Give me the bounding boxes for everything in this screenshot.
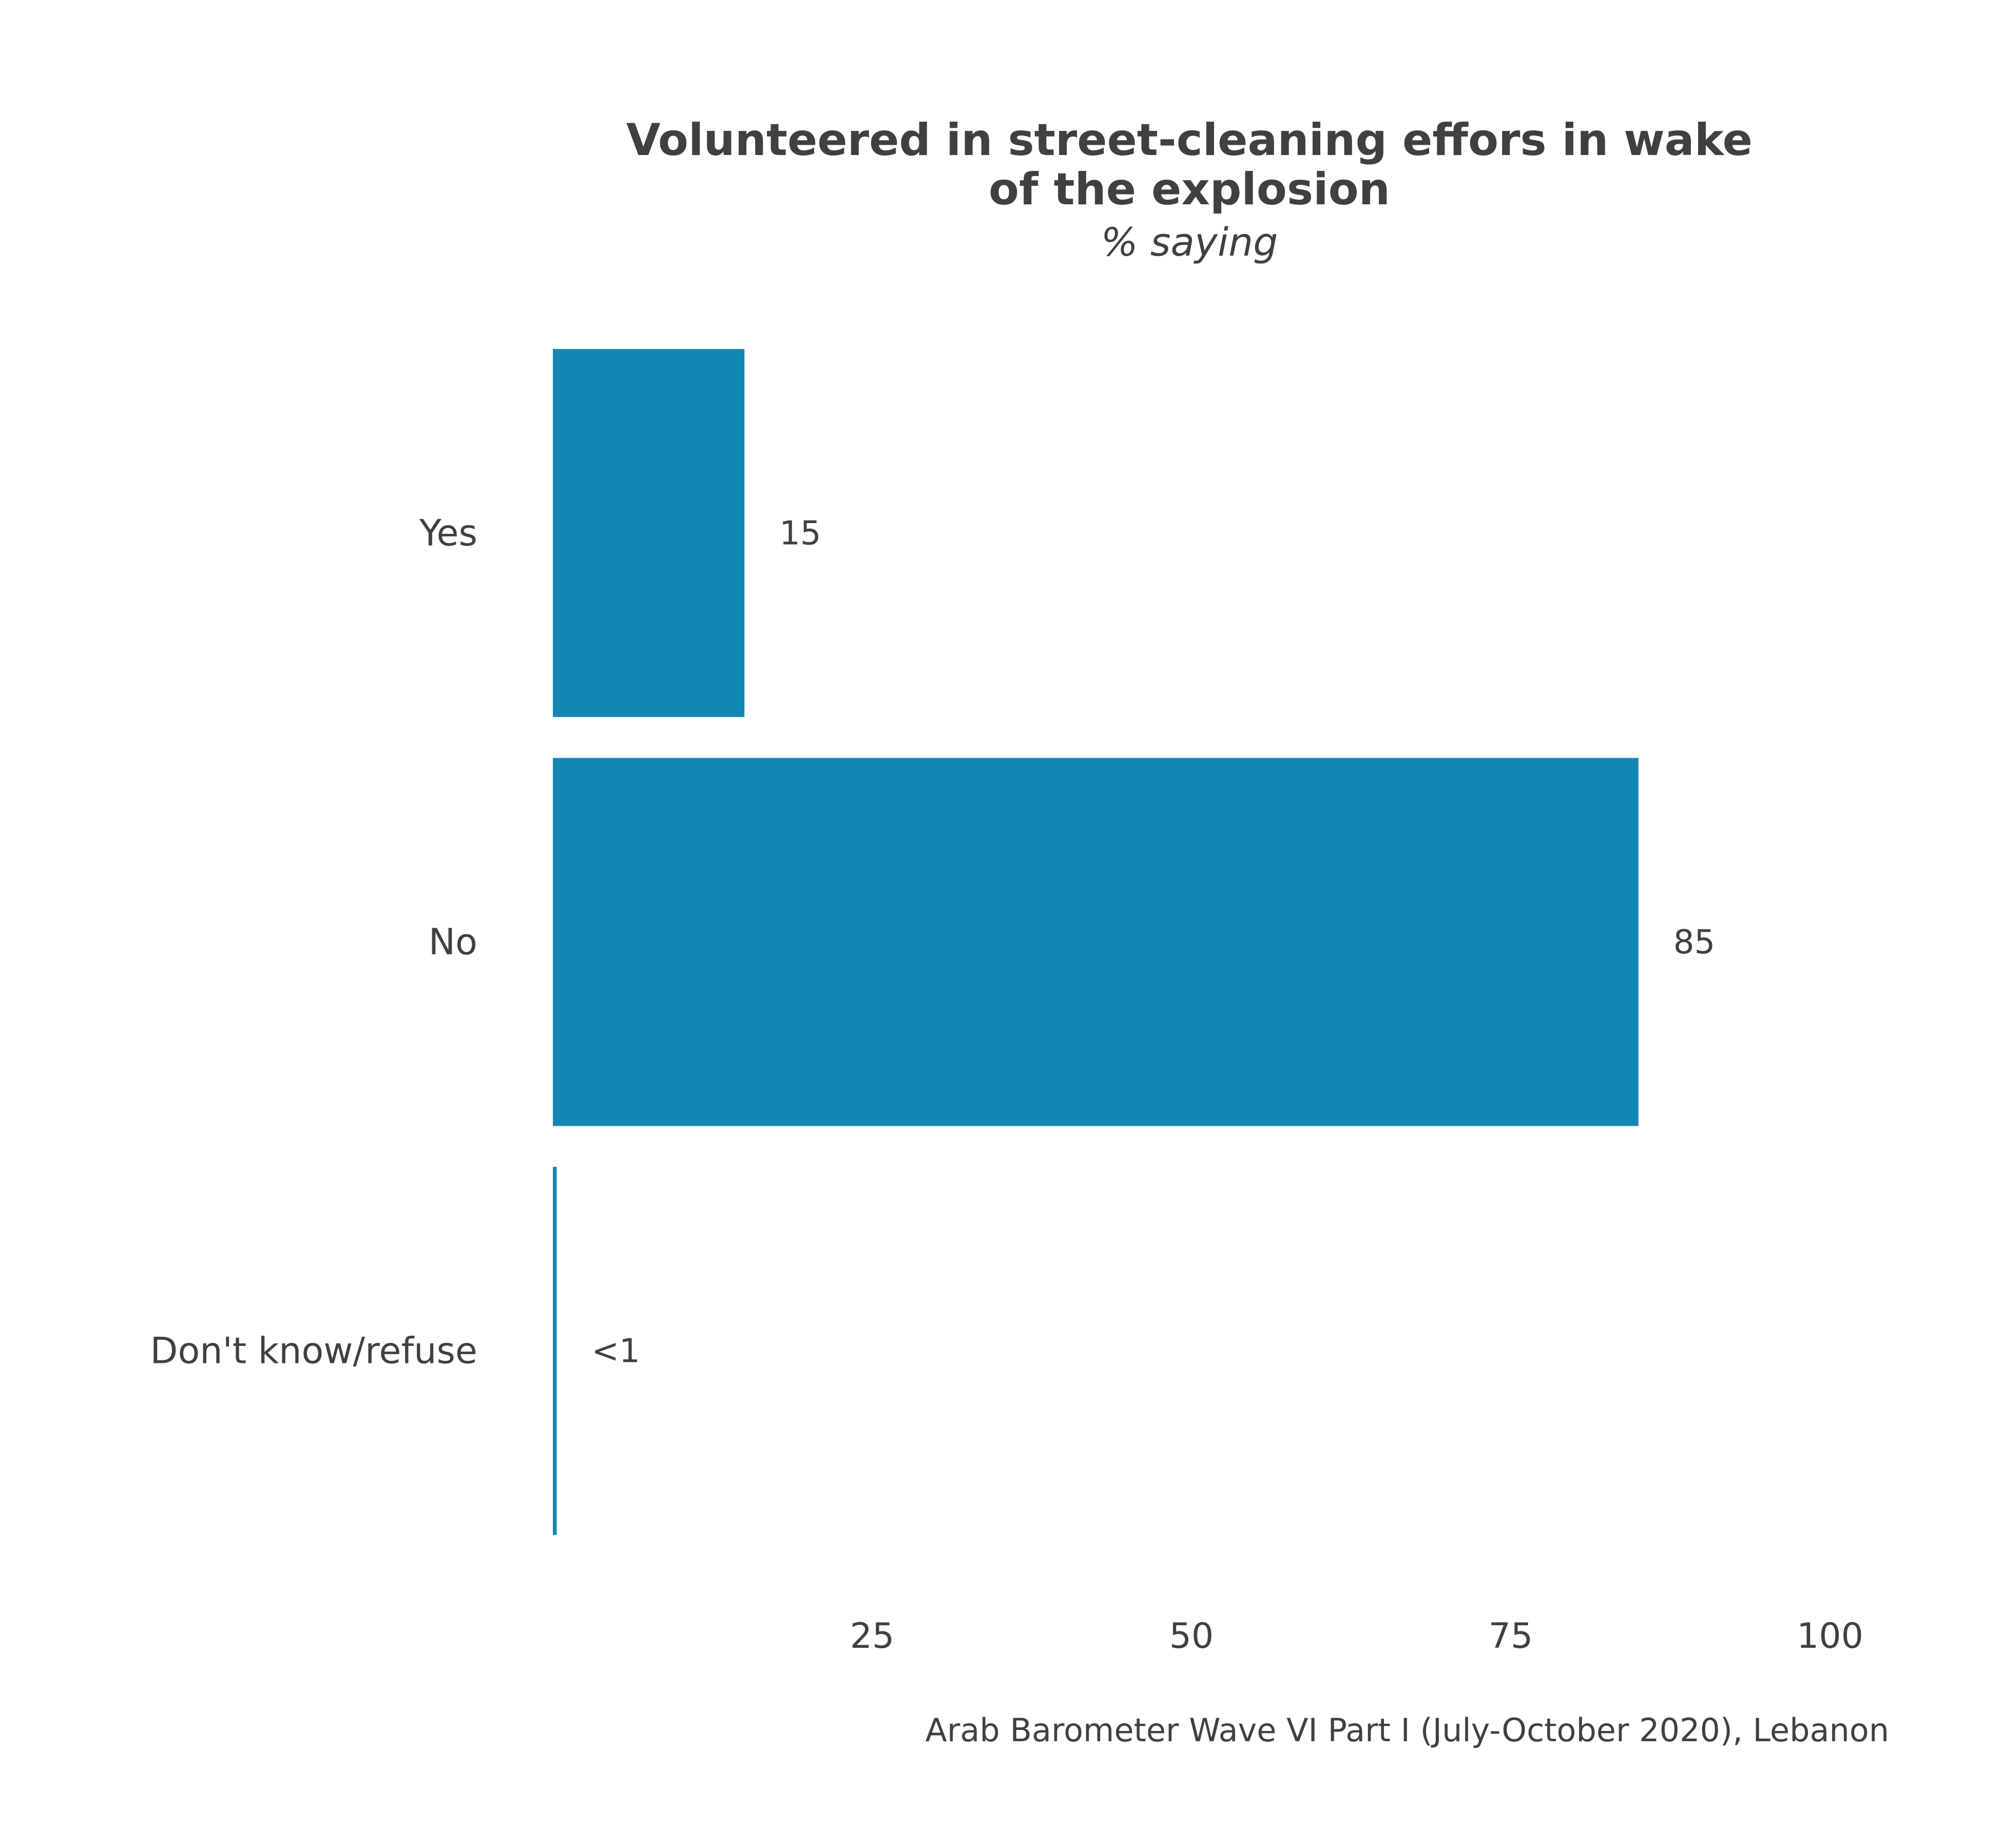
value-labels: 15 85 <1	[591, 514, 1715, 1370]
bar-yes	[553, 349, 745, 717]
value-label-no: 85	[1673, 923, 1715, 961]
x-tick-label-25: 25	[850, 1616, 895, 1657]
chart-title-line-1: Volunteered in street-cleaning effors in…	[626, 114, 1753, 166]
value-label-don-t-know-refuse: <1	[591, 1333, 640, 1371]
value-label-yes: 15	[779, 514, 821, 552]
x-tick-label-75: 75	[1489, 1616, 1533, 1657]
category-label-no: No	[429, 921, 477, 963]
chart-title: Volunteered in street-cleaning effors in…	[626, 114, 1753, 215]
bars-layer	[553, 349, 1639, 1535]
chart-title-line-2: of the explosion	[989, 164, 1390, 215]
x-tick-label-100: 100	[1797, 1616, 1863, 1657]
category-label-don-t-know-refuse: Don't know/refuse	[150, 1330, 477, 1372]
category-labels: Yes No Don't know/refuse	[150, 512, 477, 1372]
x-axis-ticks: 25 50 75 100	[850, 1616, 1863, 1657]
bar-don-t-know-refuse	[553, 1167, 557, 1535]
chart-subtitle: % saying	[1101, 219, 1278, 265]
bar-no	[553, 758, 1639, 1126]
x-tick-label-50: 50	[1169, 1616, 1214, 1657]
chart-caption: Arab Barometer Wave VI Part I (July-Octo…	[926, 1711, 1890, 1749]
category-label-yes: Yes	[419, 512, 477, 554]
